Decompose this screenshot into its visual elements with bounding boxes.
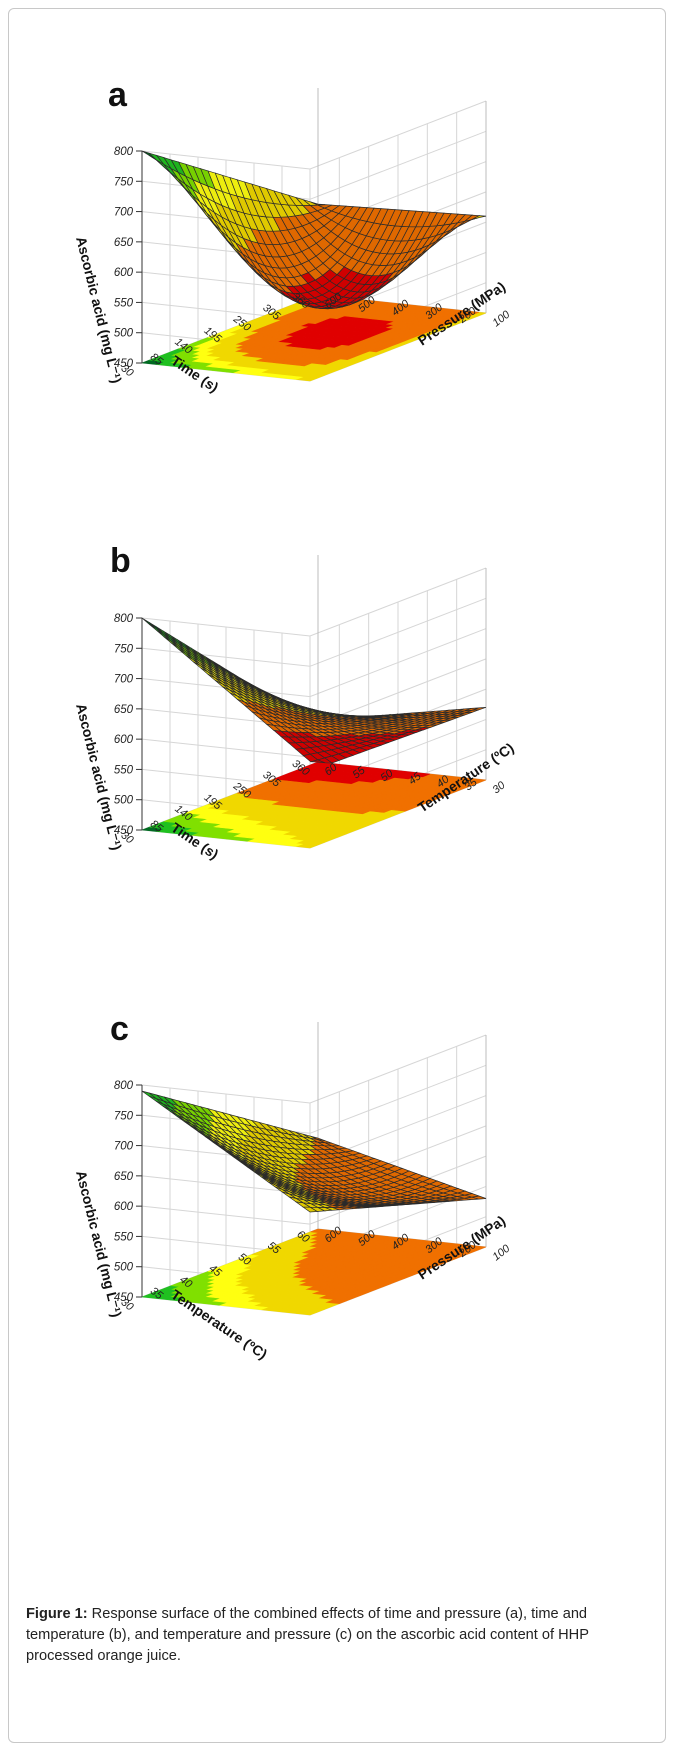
floor-cell [310,1228,326,1233]
z-tick-label: 750 [114,643,134,655]
z-tick-label: 550 [114,764,134,776]
y-tick-label: 100 [490,308,513,329]
surface-cell [310,201,326,206]
z-tick-label: 450 [114,825,134,837]
z-tick-label: 650 [114,237,134,249]
z-tick-label: 750 [114,176,134,188]
x-tick-label: 85 [148,818,166,836]
z-tick-label: 600 [114,267,134,279]
surface-plot-a: 4505005506006507007508003085140195250305… [73,88,513,395]
response-surface [141,150,487,310]
z-tick-label: 600 [114,1201,134,1213]
z-tick-label: 450 [114,1292,134,1304]
axes: 4505005506006507007508003035404550556010… [73,1080,513,1362]
z-tick-label: 700 [114,674,134,686]
z-tick-label: 800 [114,613,134,625]
z-axis-title: Ascorbic acid (mg L⁻¹) [73,1169,125,1319]
z-tick-label: 500 [114,1262,134,1274]
y-tick-label: 30 [490,779,508,797]
response-surface [141,1090,487,1213]
z-tick-label: 550 [114,297,134,309]
x-tick-label: 35 [148,1285,166,1303]
z-tick-label: 500 [114,795,134,807]
panel-letter-c: c [110,1010,129,1048]
z-tick-label: 500 [114,328,134,340]
surface-cell [310,759,326,764]
z-tick-label: 450 [114,358,134,370]
caption-label: Figure 1: [26,1606,88,1622]
z-tick-label: 550 [114,1231,134,1243]
floor-contour [141,294,487,382]
z-tick-label: 600 [114,734,134,746]
y-tick-label: 100 [490,1242,513,1263]
z-tick-label: 700 [114,207,134,219]
panel-letter-b: b [110,542,131,580]
floor-contour [141,1228,487,1316]
z-tick-label: 750 [114,1110,134,1122]
z-tick-label: 650 [114,704,134,716]
surface-plot-c: 4505005506006507007508003035404550556010… [73,1022,513,1362]
z-gridline [141,100,487,170]
z-tick-label: 700 [114,1141,134,1153]
z-tick-label: 800 [114,146,134,158]
z-gridline [141,567,487,637]
caption-text: Response surface of the combined effects… [26,1606,589,1664]
x-tick-label: 85 [148,351,166,369]
z-tick-label: 800 [114,1080,134,1092]
figure-caption: Figure 1: Response surface of the combin… [26,1604,656,1667]
z-tick-label: 650 [114,1171,134,1183]
z-axis-title: Ascorbic acid (mg L⁻¹) [73,702,125,852]
z-gridline [141,628,487,698]
response-surface [141,617,487,764]
z-gridline [141,1034,487,1104]
surface-plot-b: 4505005506006507007508003085140195250305… [73,555,517,862]
panel-letter-a: a [108,76,127,114]
z-axis-title: Ascorbic acid (mg L⁻¹) [73,235,125,385]
floor-contour [141,761,487,849]
surface-cell [310,1135,326,1142]
